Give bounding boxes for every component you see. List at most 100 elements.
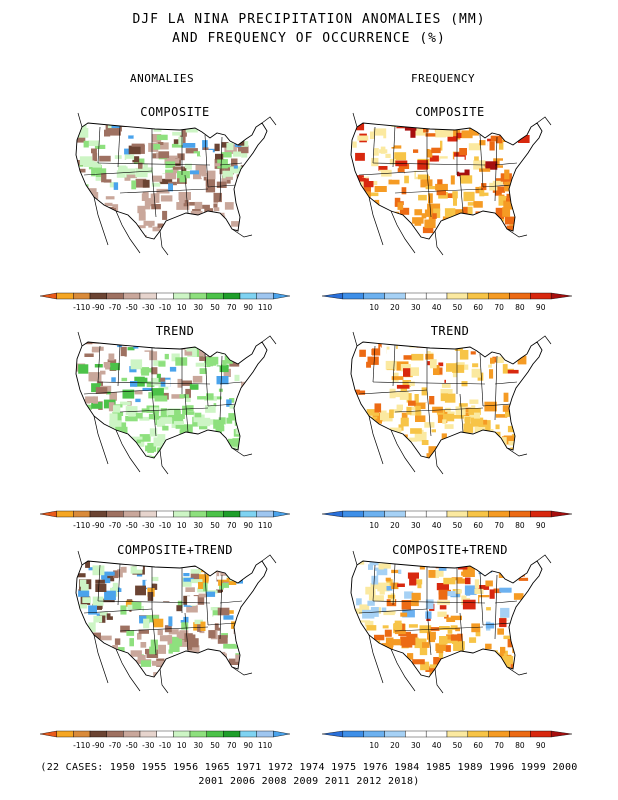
colorbar-tick-label: 70 xyxy=(494,741,504,750)
panel-label: TREND xyxy=(155,324,195,338)
colorbar-tick-label: -30 xyxy=(142,741,154,750)
colorbar-tick-label: -50 xyxy=(126,741,138,750)
colorbar-swatch xyxy=(223,510,241,518)
colorbar-tick-label: 70 xyxy=(227,303,237,312)
colorbar-swatch xyxy=(73,510,91,518)
colorbar-tick-label: 70 xyxy=(494,303,504,312)
figure-title-line2: AND FREQUENCY OF OCCURRENCE (%) xyxy=(172,31,446,46)
frequency-composite-map: COMPOSITE xyxy=(335,105,565,270)
colorbar-swatch xyxy=(425,510,448,518)
country-outline xyxy=(75,560,268,678)
colorbar-tick-label: 10 xyxy=(369,521,379,530)
colorbar-swatch xyxy=(273,510,291,518)
colorbar-tick-label: -70 xyxy=(109,303,121,312)
colorbar-swatch xyxy=(139,730,157,738)
colorbar-swatch xyxy=(363,730,385,738)
usa-map xyxy=(350,112,552,256)
colorbar-swatch xyxy=(509,292,531,300)
colorbar-tick-label: 80 xyxy=(515,741,525,750)
colorbar-swatch xyxy=(256,292,274,300)
colorbar-swatch xyxy=(321,730,344,738)
colorbar-tick-label: 90 xyxy=(536,521,546,530)
usa-map xyxy=(75,550,277,694)
colorbar-swatch xyxy=(550,292,573,300)
colorbar-tick-label: 70 xyxy=(227,741,237,750)
colorbar-swatch xyxy=(156,510,174,518)
country-outline xyxy=(350,122,543,240)
colorbar-swatch xyxy=(256,730,274,738)
colorbar-tick-label: -90 xyxy=(92,741,104,750)
colorbar-swatch xyxy=(56,730,74,738)
colorbar-swatch xyxy=(425,292,448,300)
colorbar-swatch xyxy=(206,730,224,738)
colorbar-tick-label: -70 xyxy=(109,521,121,530)
colorbar-tick-label: 40 xyxy=(432,303,442,312)
colorbar-tick-label: 40 xyxy=(432,741,442,750)
colorbar-swatch xyxy=(39,730,57,738)
colorbar-tick-label: -70 xyxy=(109,741,121,750)
neighbor-outlines xyxy=(77,550,277,694)
colorbar-tick-label: 20 xyxy=(390,521,400,530)
colorbar-swatch xyxy=(488,292,510,300)
colorbar-swatch xyxy=(342,510,364,518)
colorbar-swatch xyxy=(384,510,406,518)
figure-title-line1: DJF LA NINA PRECIPITATION ANOMALIES (MM) xyxy=(132,12,486,27)
colorbar-swatch xyxy=(189,510,207,518)
colorbar-tick-label: 60 xyxy=(473,303,483,312)
neighbor-outlines xyxy=(352,550,552,694)
colorbar-swatch xyxy=(239,292,257,300)
colorbar-tick-label: 30 xyxy=(194,741,204,750)
colorbar-tick-label: -10 xyxy=(159,303,171,312)
country-outline xyxy=(75,341,268,459)
colorbar-swatch xyxy=(106,510,124,518)
colorbar-swatch xyxy=(363,292,385,300)
colorbar-swatch xyxy=(106,730,124,738)
colorbar-swatch xyxy=(273,730,291,738)
panel-label: COMPOSITE xyxy=(140,105,210,119)
colorbar-swatch xyxy=(223,730,241,738)
colorbar-swatch xyxy=(446,730,469,738)
colorbar-swatch xyxy=(56,510,74,518)
colorbar-tick-label: 30 xyxy=(411,521,421,530)
colorbar-swatch xyxy=(56,292,74,300)
colorbar-swatch xyxy=(239,510,257,518)
colorbar-tick-label: 60 xyxy=(473,521,483,530)
colorbar-tick-label: 30 xyxy=(194,303,204,312)
colorbar-swatch xyxy=(173,510,191,518)
panel-label: TREND xyxy=(430,324,470,338)
colorbar-tick-label: -110 xyxy=(73,521,90,530)
colorbar-tick-label: 10 xyxy=(177,521,187,530)
colorbar-swatch xyxy=(405,510,427,518)
colorbar-swatch xyxy=(189,292,207,300)
colorbar-swatch xyxy=(530,292,552,300)
colorbar-swatch xyxy=(89,510,107,518)
colorbar-swatch xyxy=(342,292,364,300)
colorbar-tick-label: 90 xyxy=(244,303,254,312)
colorbar-swatch xyxy=(273,292,291,300)
colorbar-swatch xyxy=(89,292,107,300)
colorbar-tick-label: 90 xyxy=(536,741,546,750)
colorbar-swatch xyxy=(405,730,427,738)
colorbar-swatch xyxy=(39,510,57,518)
colorbar-swatch xyxy=(73,292,91,300)
colorbar-swatch xyxy=(488,510,510,518)
colorbar-swatch xyxy=(363,510,385,518)
colorbar-swatch xyxy=(384,292,406,300)
colorbar-swatch xyxy=(550,730,573,738)
column-header-anomalies: ANOMALIES xyxy=(130,72,195,85)
state-boundaries xyxy=(83,563,243,656)
colorbar-tick-label: -30 xyxy=(142,521,154,530)
colorbar-swatch xyxy=(123,292,141,300)
state-boundaries xyxy=(83,125,243,218)
colorbar-tick-label: 60 xyxy=(473,741,483,750)
colorbar-tick-label: 10 xyxy=(177,741,187,750)
colorbar-tick-label: 50 xyxy=(210,741,220,750)
colorbar-swatch xyxy=(106,292,124,300)
colorbar-swatch xyxy=(509,730,531,738)
colorbar-swatch xyxy=(123,730,141,738)
anomaly-trend-map: TREND xyxy=(60,324,290,489)
colorbar-tick-label: 90 xyxy=(536,303,546,312)
colorbar-swatch xyxy=(173,292,191,300)
anomaly-composite-map: COMPOSITE xyxy=(60,105,290,270)
colorbar-swatch xyxy=(139,292,157,300)
